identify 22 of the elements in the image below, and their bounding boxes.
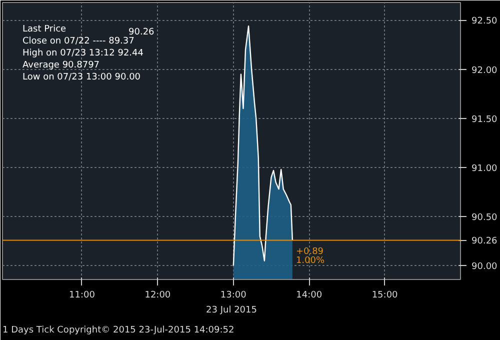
y-tick-label: 92.00 xyxy=(472,66,498,76)
y-tick-label: 92.50 xyxy=(472,16,498,27)
x-tick-label: 12:00 xyxy=(144,290,171,300)
y-tick-label: 90.50 xyxy=(472,213,498,224)
annotation: +0.89 xyxy=(296,247,324,258)
y-tick-label: 91.00 xyxy=(472,164,498,174)
annotation: Average 90.8797 xyxy=(22,60,100,70)
x-axis-title: 23 Jul 2015 xyxy=(206,306,257,316)
x-tick-label: 13:00 xyxy=(220,290,247,300)
x-tick-label: 15:00 xyxy=(372,290,398,300)
text: 1 Days Tick Copyright© 2015 23-Jul-2015 14:09:52 xyxy=(2,326,234,336)
y-tick-label: 91.50 xyxy=(472,114,498,125)
x-tick-label: 11:00 xyxy=(69,290,96,300)
text: Last Price xyxy=(22,24,67,34)
x-tick-label: 14:00 xyxy=(296,290,322,300)
text: 90.26 xyxy=(128,28,154,38)
annotation: High on 07/23 13:12 92.44 xyxy=(22,48,144,58)
y-tick-label: 90.00 xyxy=(472,262,498,272)
ref-line-label: 90.26 xyxy=(472,236,498,247)
annotation: Low on 07/23 13:00 90.00 xyxy=(22,72,141,82)
annotation: Close on 07/22 ---- 89.37 xyxy=(22,36,134,46)
annotation: 1.00% xyxy=(296,256,325,266)
